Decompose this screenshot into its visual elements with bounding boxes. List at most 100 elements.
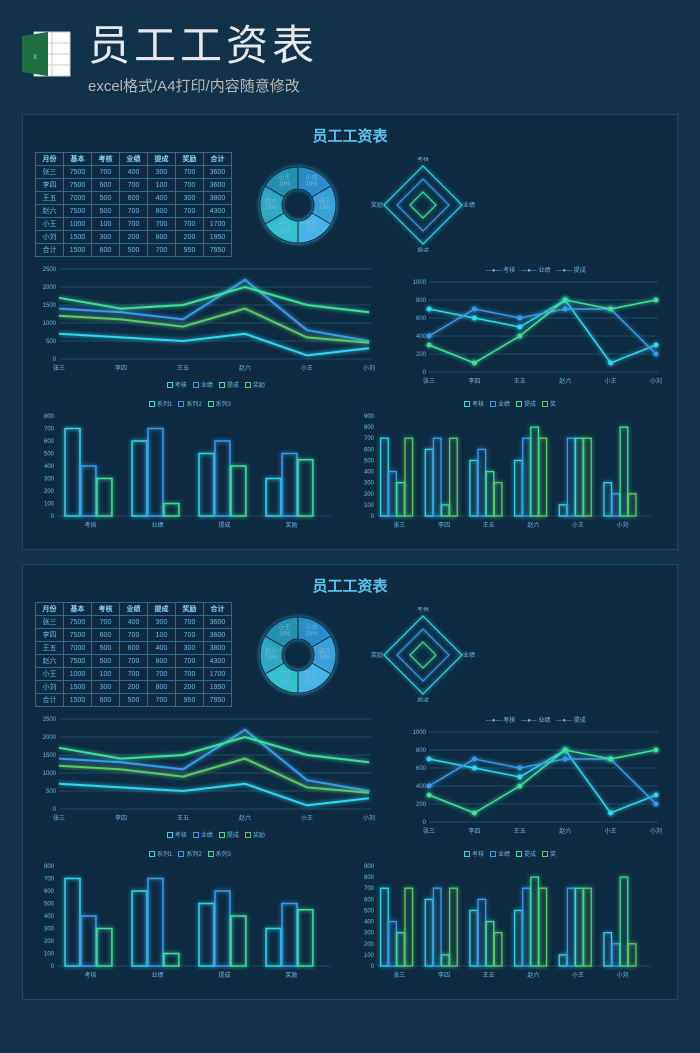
table-cell: 700	[148, 668, 176, 681]
table-cell: 500	[120, 244, 148, 257]
svg-text:奖励: 奖励	[371, 651, 383, 659]
svg-text:600: 600	[364, 447, 375, 453]
table-cell: 500	[92, 655, 120, 668]
svg-text:提成: 提成	[218, 521, 230, 529]
svg-text:18%: 18%	[264, 205, 277, 211]
svg-text:300: 300	[44, 927, 55, 933]
svg-text:500: 500	[46, 789, 57, 795]
svg-text:王五: 王五	[513, 378, 525, 385]
svg-text:赵六: 赵六	[264, 197, 276, 205]
svg-text:600: 600	[44, 439, 55, 445]
svg-text:600: 600	[364, 897, 375, 903]
svg-text:18%: 18%	[305, 678, 318, 684]
table-cell: 600	[92, 244, 120, 257]
svg-text:600: 600	[44, 889, 55, 895]
svg-text:考核: 考核	[417, 607, 429, 613]
svg-text:0: 0	[53, 357, 57, 363]
svg-text:王五: 王五	[177, 815, 189, 822]
dashboard-title: 员工工资表	[35, 575, 665, 596]
table-cell: 700	[176, 179, 204, 192]
table-cell: 3600	[204, 616, 232, 629]
table-cell: 张三	[36, 166, 64, 179]
table-header: 奖励	[176, 153, 204, 166]
table-cell: 李四	[36, 629, 64, 642]
table-cell: 3600	[204, 629, 232, 642]
table-cell: 400	[120, 616, 148, 629]
table-row: 小刘15003002008002001950	[36, 681, 232, 694]
table-cell: 800	[148, 681, 176, 694]
svg-text:500: 500	[364, 458, 375, 464]
table-cell: 1500	[64, 681, 92, 694]
donut-chart: 小刘18%张三18%李四18%王五18%赵六18%小王18%	[240, 602, 355, 707]
multi-line-chart: 05001000150020002500张三李四王五赵六小王小刘考核业绩提成奖励	[35, 263, 397, 391]
svg-text:400: 400	[364, 470, 375, 476]
table-cell: 800	[148, 655, 176, 668]
svg-text:400: 400	[44, 464, 55, 470]
table-cell: 3600	[204, 166, 232, 179]
table-cell: 500	[92, 192, 120, 205]
table-row: 小王10001007007007001700	[36, 218, 232, 231]
svg-text:小刘: 小刘	[617, 521, 629, 529]
dashboard-title: 员工工资表	[35, 125, 665, 146]
table-cell: 300	[176, 642, 204, 655]
svg-text:18%: 18%	[318, 205, 331, 211]
table-row: 王五70005006004003003800	[36, 192, 232, 205]
table-cell: 200	[176, 681, 204, 694]
radar-chart: 考核业绩提成奖励	[363, 152, 483, 257]
chart-legend: 系列1系列2系列3	[35, 399, 345, 408]
svg-text:张三: 张三	[393, 521, 405, 529]
svg-text:400: 400	[416, 784, 427, 790]
svg-text:1000: 1000	[43, 321, 57, 327]
svg-text:18%: 18%	[305, 228, 318, 234]
svg-text:考核: 考核	[84, 521, 96, 529]
multi-line-chart: 05001000150020002500张三李四王五赵六小王小刘考核业绩提成奖励	[35, 713, 397, 841]
svg-text:500: 500	[44, 452, 55, 458]
table-cell: 100	[92, 668, 120, 681]
svg-text:张三: 张三	[423, 827, 435, 835]
svg-text:18%: 18%	[318, 655, 331, 661]
table-cell: 600	[120, 642, 148, 655]
table-cell: 200	[120, 231, 148, 244]
svg-text:18%: 18%	[278, 632, 291, 638]
svg-text:王五: 王五	[278, 671, 290, 678]
table-cell: 1000	[64, 218, 92, 231]
chart-legend: 考核业绩提成奖	[355, 849, 665, 858]
svg-text:500: 500	[46, 339, 57, 345]
table-cell: 700	[120, 205, 148, 218]
table-cell: 100	[92, 218, 120, 231]
table-header: 月份	[36, 153, 64, 166]
table-cell: 7500	[64, 166, 92, 179]
svg-text:18%: 18%	[278, 228, 291, 234]
svg-text:18%: 18%	[305, 182, 318, 188]
svg-text:700: 700	[364, 436, 375, 442]
table-cell: 1700	[204, 668, 232, 681]
table-cell: 7950	[204, 694, 232, 707]
table-row: 李四75006007001007003600	[36, 179, 232, 192]
svg-text:18%: 18%	[305, 632, 318, 638]
table-cell: 王五	[36, 642, 64, 655]
svg-text:王五: 王五	[483, 972, 495, 979]
svg-text:小王: 小王	[301, 364, 313, 372]
table-cell: 300	[92, 681, 120, 694]
table-cell: 7500	[64, 616, 92, 629]
svg-text:1500: 1500	[43, 753, 57, 759]
table-row: 张三75007004003007003600	[36, 166, 232, 179]
svg-text:1000: 1000	[412, 730, 426, 736]
radar-chart: 考核业绩提成奖励	[363, 602, 483, 707]
svg-text:小刘: 小刘	[363, 364, 375, 372]
table-cell: 4300	[204, 655, 232, 668]
svg-text:赵六: 赵六	[527, 521, 539, 529]
svg-text:800: 800	[364, 425, 375, 431]
table-row: 小王10001007007007001700	[36, 668, 232, 681]
table-cell: 7500	[64, 655, 92, 668]
page-subtitle: excel格式/A4打印/内容随意修改	[88, 75, 682, 96]
table-row: 李四75006007001007003600	[36, 629, 232, 642]
table-header: 合计	[204, 153, 232, 166]
table-header: 基本	[64, 603, 92, 616]
table-cell: 小刘	[36, 681, 64, 694]
table-row: 小刘15003002008002001950	[36, 231, 232, 244]
table-cell: 3800	[204, 192, 232, 205]
svg-text:2000: 2000	[43, 735, 57, 741]
page-header: X 员工工资表 excel格式/A4打印/内容随意修改	[0, 0, 700, 100]
svg-text:小王: 小王	[278, 174, 290, 182]
